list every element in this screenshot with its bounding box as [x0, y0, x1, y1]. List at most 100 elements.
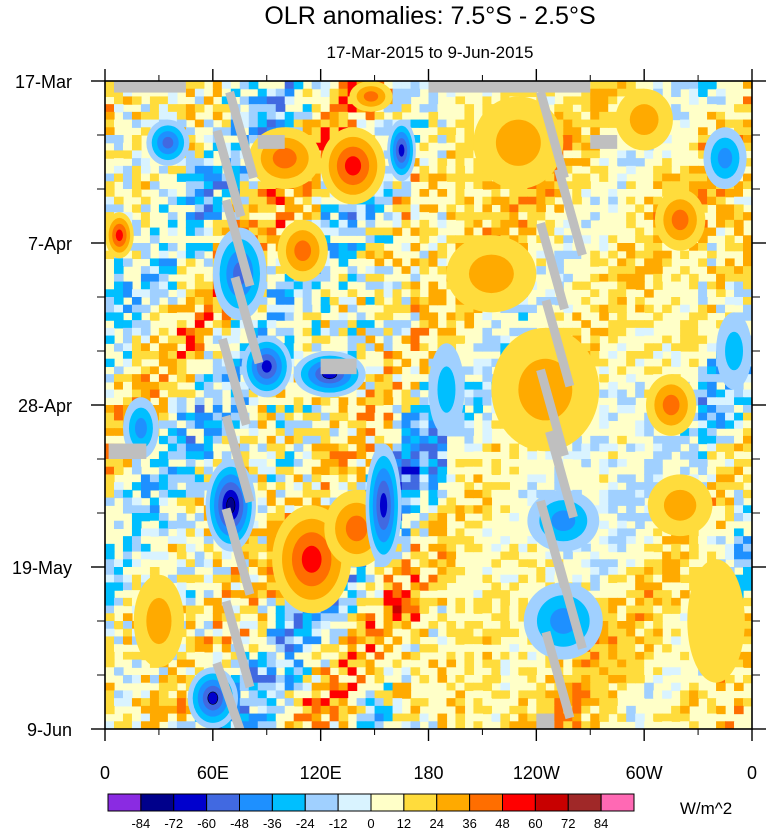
colorbar-swatch [337, 793, 372, 812]
field-cell [275, 273, 286, 283]
field-cell [338, 659, 349, 668]
field-cell [635, 636, 645, 645]
field-cell [131, 343, 142, 352]
field-cell [176, 567, 187, 576]
field-cell [590, 443, 600, 452]
field-cell [284, 88, 295, 98]
field-cell [707, 104, 717, 113]
field-cell [572, 250, 582, 260]
field-cell [248, 397, 259, 406]
region-contour [663, 489, 697, 521]
missing-data-block [536, 713, 555, 729]
field-cell [185, 335, 196, 344]
field-cell [356, 474, 367, 483]
field-cell [419, 312, 430, 321]
field-cell [500, 628, 510, 638]
field-cell [149, 335, 160, 344]
field-cell [590, 119, 600, 128]
field-cell [158, 412, 169, 422]
field-cell [473, 212, 484, 221]
field-cell [122, 320, 133, 329]
field-cell [743, 243, 752, 252]
field-cell [428, 698, 439, 707]
field-cell [644, 489, 654, 499]
field-cell [239, 119, 250, 128]
field-cell [572, 675, 582, 684]
field-cell [113, 520, 124, 530]
field-cell [725, 412, 735, 422]
field-cell [581, 428, 591, 437]
field-cell [428, 574, 439, 584]
field-cell [464, 320, 475, 329]
field-cell [203, 381, 214, 391]
field-cell [356, 343, 367, 352]
field-cell [194, 528, 205, 537]
field-cell [446, 312, 457, 321]
field-cell [167, 705, 178, 715]
field-cell [482, 181, 493, 190]
field-cell [221, 659, 232, 668]
field-cell [581, 343, 591, 352]
field-cell [743, 698, 752, 707]
field-cell [293, 204, 304, 213]
field-cell [212, 351, 223, 360]
field-cell [653, 81, 663, 90]
field-cell [194, 81, 205, 90]
field-cell [131, 297, 142, 306]
field-cell [437, 559, 448, 568]
field-cell [203, 374, 214, 383]
field-cell [293, 636, 304, 645]
missing-data-streak [554, 561, 587, 650]
field-cell [105, 127, 115, 136]
field-cell [464, 135, 475, 144]
field-cell [320, 482, 331, 491]
field-cell [653, 258, 663, 267]
field-cell [419, 104, 430, 113]
field-cell [590, 435, 600, 445]
field-cell [185, 343, 196, 352]
field-cell [203, 644, 214, 653]
field-cell [122, 613, 133, 622]
field-cell [644, 721, 654, 729]
field-cell [284, 713, 295, 722]
field-cell [455, 605, 466, 614]
field-cell [383, 613, 394, 622]
field-cell [707, 273, 717, 283]
field-cell [284, 327, 295, 337]
field-cell [581, 104, 591, 113]
field-cell [590, 644, 600, 653]
field-cell [644, 304, 654, 314]
field-cell [698, 235, 708, 244]
field-cell [401, 451, 412, 460]
field-cell [374, 651, 385, 661]
field-cell [554, 266, 564, 275]
colorbar-label: -24 [296, 816, 315, 830]
field-cell [644, 150, 654, 159]
field-cell [248, 420, 259, 429]
field-cell [716, 212, 726, 221]
field-cell [419, 690, 430, 699]
field-cell [176, 559, 187, 568]
missing-data-block [428, 81, 591, 93]
field-cell [194, 219, 205, 229]
field-cell [275, 644, 286, 653]
field-cell [221, 574, 232, 584]
field-cell [671, 713, 681, 722]
field-cell [347, 644, 358, 653]
field-cell [410, 443, 421, 452]
field-cell [212, 397, 223, 406]
field-cell [212, 644, 223, 653]
field-cell [725, 497, 735, 506]
field-cell [311, 320, 322, 329]
field-cell [131, 250, 142, 260]
field-cell [563, 659, 573, 668]
field-cell [446, 235, 457, 244]
field-cell [131, 358, 142, 368]
field-cell [221, 81, 232, 90]
field-cell [347, 435, 358, 445]
field-cell [239, 111, 250, 121]
field-cell [257, 590, 268, 599]
field-cell [635, 227, 645, 236]
field-cell [464, 459, 475, 468]
field-cell [194, 659, 205, 668]
